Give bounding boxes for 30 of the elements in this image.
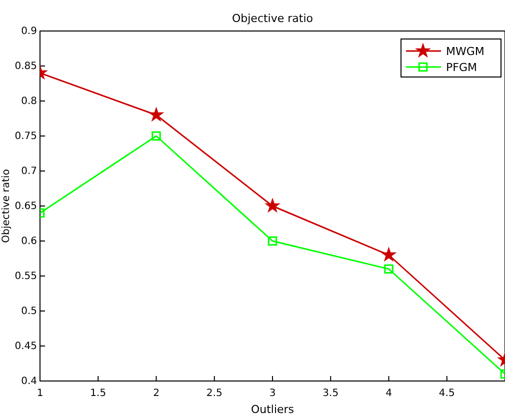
y-tick-label: 0.7 [21,166,37,178]
y-tick-label: 0.5 [21,306,37,318]
x-tick-label: 2.5 [206,388,222,400]
y-tick-label: 0.6 [21,236,37,248]
y-tick-label: 0.45 [14,341,37,352]
x-tick-label: 1.5 [90,388,106,400]
x-tick-label: 4 [386,388,392,400]
legend-label: MWGM [446,45,484,58]
y-tick-label: 0.8 [21,96,37,108]
y-tick-label: 0.9 [21,26,37,38]
point [266,199,279,212]
x-axis-title: Outliers [250,403,294,416]
y-tick-label: 0.65 [14,201,37,212]
point [382,248,396,261]
y-tick-label: 0.85 [14,61,37,72]
point [150,108,163,121]
chart-title: Objective ratio [232,12,314,25]
x-tick-label: 3 [269,388,276,400]
point [268,236,278,246]
x-tick-label: 1 [36,388,44,400]
y-axis-title: Objective ratio [1,169,12,243]
x-tick-label: 3.5 [322,388,339,400]
legend-label: PFGM [446,61,477,74]
x-tick-label: 4.5 [438,388,455,400]
point [384,264,394,274]
y-tick-label: 0.55 [14,271,37,282]
y-tick-label: 0.75 [14,131,37,142]
x-tick-label: 2 [153,388,160,400]
point [152,131,161,141]
y-tick-label: 0.4 [21,376,37,388]
